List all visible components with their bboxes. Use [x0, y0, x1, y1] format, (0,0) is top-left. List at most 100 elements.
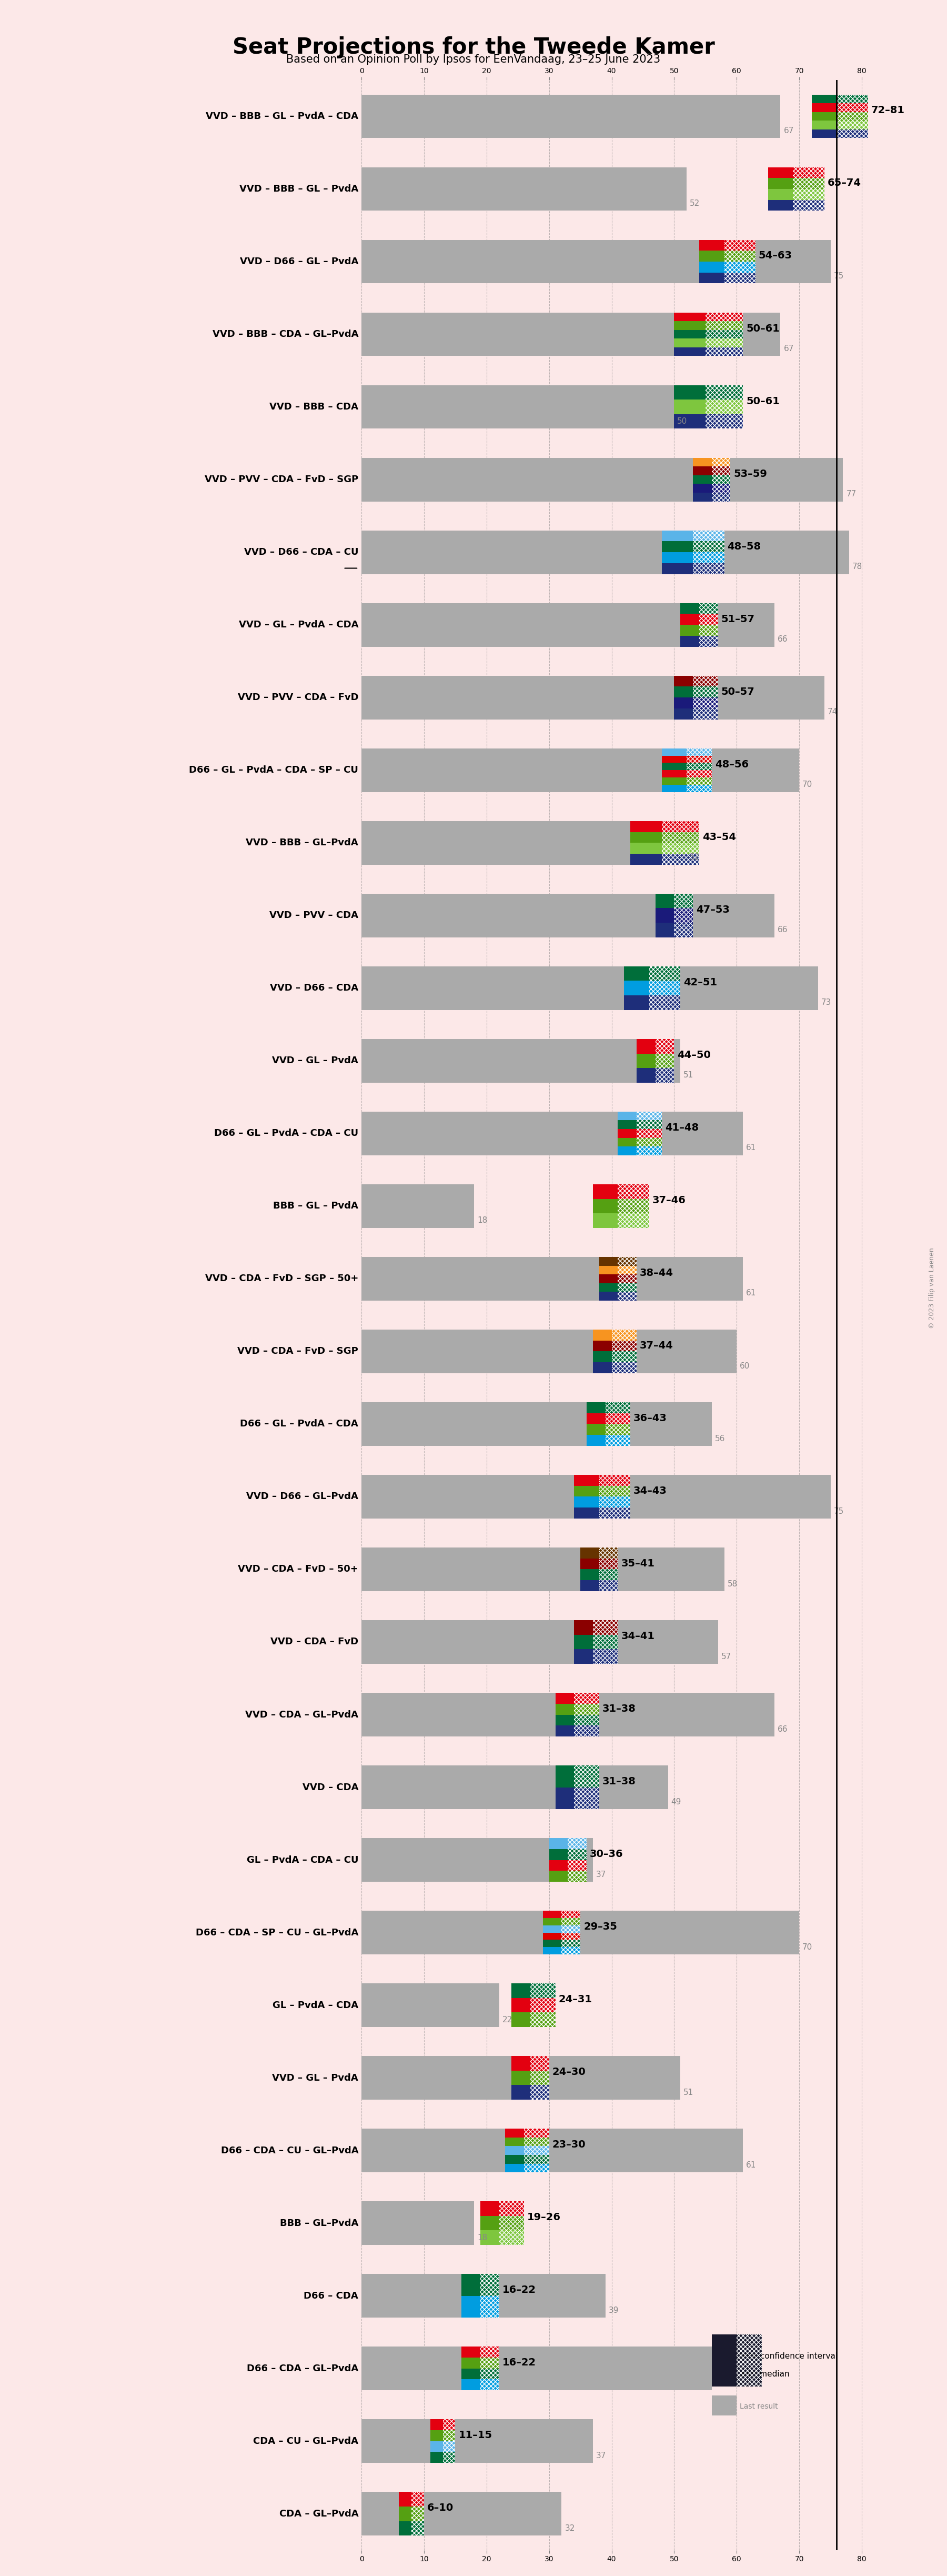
- Bar: [706, 386, 743, 399]
- Text: 19–26: 19–26: [527, 2213, 561, 2223]
- Bar: [687, 778, 712, 786]
- Bar: [480, 2202, 499, 2215]
- Bar: [443, 2442, 456, 2452]
- Text: with median: with median: [740, 2370, 790, 2378]
- Text: 31–38: 31–38: [602, 1777, 635, 1788]
- Bar: [574, 1703, 599, 1716]
- Bar: [793, 167, 824, 178]
- Bar: [549, 1850, 568, 1860]
- Text: 6–10: 6–10: [427, 2504, 454, 2514]
- Text: 48–58: 48–58: [727, 541, 761, 551]
- Bar: [362, 1839, 593, 1880]
- Bar: [712, 484, 730, 492]
- Bar: [461, 2357, 480, 2367]
- Bar: [362, 1911, 799, 1955]
- Bar: [706, 312, 743, 322]
- Bar: [412, 2491, 424, 2506]
- Bar: [480, 2231, 499, 2244]
- Text: 95% confidence interval: 95% confidence interval: [740, 2352, 838, 2360]
- Bar: [593, 1352, 612, 1363]
- Text: 30–36: 30–36: [590, 1850, 623, 1860]
- Bar: [712, 492, 730, 502]
- Bar: [699, 636, 718, 647]
- Bar: [599, 1257, 617, 1265]
- Bar: [837, 103, 868, 111]
- Text: VVD – BBB – GL – PvdA: VVD – BBB – GL – PvdA: [240, 185, 358, 193]
- Bar: [674, 909, 693, 922]
- Text: 18: 18: [477, 2233, 488, 2241]
- Bar: [574, 1636, 593, 1649]
- Bar: [530, 1999, 555, 2012]
- Bar: [581, 1558, 599, 1569]
- Bar: [499, 2215, 524, 2231]
- Bar: [687, 786, 712, 791]
- Bar: [693, 564, 724, 574]
- Bar: [574, 1703, 599, 1716]
- Bar: [724, 263, 756, 273]
- Bar: [680, 613, 699, 626]
- Bar: [699, 603, 718, 613]
- Bar: [362, 1329, 737, 1373]
- Bar: [574, 1692, 599, 1703]
- Text: VVD – GL – PvdA: VVD – GL – PvdA: [272, 1056, 358, 1066]
- Bar: [599, 1558, 617, 1569]
- Bar: [655, 909, 674, 922]
- Bar: [530, 2056, 549, 2071]
- Bar: [574, 1765, 599, 1788]
- Bar: [706, 348, 743, 355]
- Bar: [662, 531, 693, 541]
- Bar: [655, 1054, 674, 1069]
- Bar: [706, 312, 743, 322]
- Text: 31–38: 31–38: [602, 1703, 635, 1713]
- Text: 22: 22: [502, 2017, 512, 2025]
- Bar: [687, 770, 712, 778]
- Text: CDA – CU – GL–PvdA: CDA – CU – GL–PvdA: [253, 2437, 358, 2445]
- Bar: [617, 1198, 649, 1213]
- Bar: [674, 348, 706, 355]
- Bar: [706, 399, 743, 415]
- Text: 56: 56: [715, 2380, 725, 2388]
- Bar: [599, 1579, 617, 1592]
- Bar: [480, 2295, 499, 2318]
- Bar: [499, 2202, 524, 2215]
- Bar: [574, 1765, 599, 1788]
- Bar: [636, 1113, 662, 1121]
- Bar: [837, 129, 868, 139]
- Bar: [362, 1038, 680, 1082]
- Bar: [399, 2506, 412, 2522]
- Text: 51: 51: [684, 1072, 693, 1079]
- Bar: [636, 1054, 655, 1069]
- Bar: [631, 842, 662, 853]
- Bar: [362, 2491, 562, 2535]
- Bar: [612, 1352, 636, 1363]
- Bar: [362, 1548, 724, 1592]
- Bar: [568, 1839, 586, 1850]
- Bar: [674, 708, 693, 719]
- Bar: [793, 188, 824, 201]
- Bar: [562, 1911, 581, 1919]
- Bar: [812, 129, 837, 139]
- Bar: [605, 1414, 631, 1425]
- Bar: [699, 263, 724, 273]
- Bar: [624, 981, 649, 994]
- Bar: [480, 2380, 499, 2391]
- Bar: [674, 922, 693, 938]
- Bar: [530, 1984, 555, 1999]
- Bar: [655, 1038, 674, 1054]
- Bar: [362, 312, 780, 355]
- Bar: [837, 95, 868, 103]
- Text: D66 – GL – PvdA – CDA – CU: D66 – GL – PvdA – CDA – CU: [214, 1128, 358, 1139]
- Text: VVD – CDA – FvD – SGP – 50+: VVD – CDA – FvD – SGP – 50+: [205, 1275, 358, 1283]
- Bar: [693, 675, 718, 688]
- Bar: [662, 541, 693, 551]
- Bar: [480, 2295, 499, 2318]
- Bar: [617, 1275, 636, 1283]
- Bar: [443, 2429, 456, 2442]
- Text: 49: 49: [671, 1798, 681, 1806]
- Bar: [636, 1121, 662, 1128]
- Bar: [793, 201, 824, 211]
- Bar: [712, 474, 730, 484]
- Bar: [362, 1257, 743, 1301]
- Text: 35–41: 35–41: [621, 1558, 654, 1569]
- Text: VVD – PVV – CDA – FvD: VVD – PVV – CDA – FvD: [238, 693, 358, 703]
